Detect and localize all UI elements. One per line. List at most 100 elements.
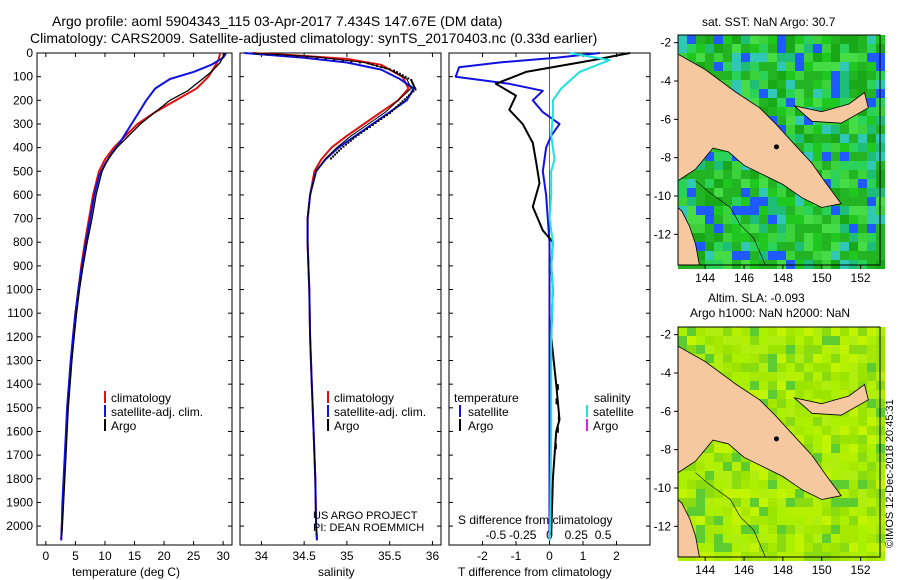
map-cell: [849, 161, 858, 170]
map-cell: [687, 44, 696, 53]
map-cell: [705, 215, 714, 224]
salinity-argo-dot: [407, 77, 410, 80]
map-cell: [687, 516, 696, 525]
map-cell: [759, 471, 768, 480]
map-cell: [831, 134, 840, 143]
map-cell: [795, 543, 804, 552]
map-cell: [831, 435, 840, 444]
map-cell: [813, 44, 822, 53]
map-cell: [795, 44, 804, 53]
map-cell: [795, 399, 804, 408]
map-cell: [732, 354, 741, 363]
map-cell: [750, 206, 759, 215]
map-cell: [840, 534, 849, 543]
map-cell: [858, 363, 867, 372]
map-cell: [750, 489, 759, 498]
map-cell: [804, 62, 813, 71]
map-cell: [858, 453, 867, 462]
map-cell: [804, 498, 813, 507]
map-cell: [867, 489, 876, 498]
map-cell: [705, 161, 714, 170]
map-frame: [677, 34, 881, 266]
map-cell: [822, 206, 831, 215]
map-cell: [840, 354, 849, 363]
temperature-tick-label: 15: [128, 549, 142, 563]
map-cell: [696, 44, 705, 53]
map-cell: [768, 327, 777, 336]
salinity-argo-dot: [324, 57, 327, 60]
map-cell: [723, 233, 732, 242]
map-cell: [786, 525, 795, 534]
map-cell: [813, 134, 822, 143]
map-cell: [786, 498, 795, 507]
map-cell: [795, 89, 804, 98]
map-cell: [759, 35, 768, 44]
map-cell: [858, 35, 867, 44]
land-new-britain: [793, 383, 869, 416]
map-cell: [822, 372, 831, 381]
map-cell: [786, 98, 795, 107]
sla-map-axes: 144 146 148 150 152 -2 -4 -6 -8 -10 -12: [654, 326, 881, 577]
map-cell: [759, 516, 768, 525]
map-lon-tick-label: 152: [851, 271, 871, 285]
legend-label-satellite: satellite-adj. clim.: [334, 405, 426, 419]
salinity-tick-label: 34: [255, 549, 269, 563]
map-cell: [768, 390, 777, 399]
difference-top-tick-label: -0.5: [486, 528, 507, 542]
map-cell: [786, 507, 795, 516]
map-lon-tick-label: 148: [773, 563, 793, 577]
map-cell: [804, 116, 813, 125]
map-cell: [777, 399, 786, 408]
map-cell: [759, 489, 768, 498]
map-cell: [867, 125, 876, 134]
salinity-argo-dot: [338, 149, 341, 152]
map-cell: [813, 543, 822, 552]
map-cell: [804, 345, 813, 354]
map-cell: [831, 480, 840, 489]
map-cell: [831, 345, 840, 354]
map-cell: [759, 89, 768, 98]
map-cell: [813, 224, 822, 233]
map-cell: [867, 525, 876, 534]
map-cell: [696, 543, 705, 552]
map-cell: [759, 507, 768, 516]
map-cell: [867, 188, 876, 197]
map-cell: [822, 71, 831, 80]
map-cell: [813, 363, 822, 372]
salinity-argo-dot: [384, 67, 387, 70]
map-cell: [786, 327, 795, 336]
map-cell: [858, 161, 867, 170]
map-cell: [867, 534, 876, 543]
map-cell: [822, 35, 831, 44]
temperature-legend: climatology satellite-adj. clim. Argo: [104, 391, 203, 433]
map-cell: [822, 462, 831, 471]
map-cell: [867, 71, 876, 80]
map-cell: [804, 80, 813, 89]
difference-top-tick-label: 0.25: [565, 528, 589, 542]
map-cell: [732, 372, 741, 381]
map-cell: [768, 543, 777, 552]
map-cell: [777, 345, 786, 354]
map-cell: [750, 251, 759, 260]
map-cell: [813, 525, 822, 534]
map-cell: [705, 44, 714, 53]
map-cell: [777, 354, 786, 363]
map-cell: [768, 516, 777, 525]
map-cell: [741, 471, 750, 480]
map-cell: [687, 507, 696, 516]
map-cell: [840, 134, 849, 143]
map-cell: [849, 435, 858, 444]
map-cell: [867, 161, 876, 170]
map-cell: [858, 251, 867, 260]
legend-label-temp-satellite: satellite: [468, 405, 509, 419]
map-cell: [777, 336, 786, 345]
map-cell: [795, 107, 804, 116]
map-cell: [714, 336, 723, 345]
map-cell: [786, 543, 795, 552]
map-cell: [831, 507, 840, 516]
map-cell: [696, 215, 705, 224]
map-lat-tick-label: -6: [660, 404, 671, 418]
map-cell: [849, 170, 858, 179]
map-cell: [858, 206, 867, 215]
map-cell: [750, 543, 759, 552]
